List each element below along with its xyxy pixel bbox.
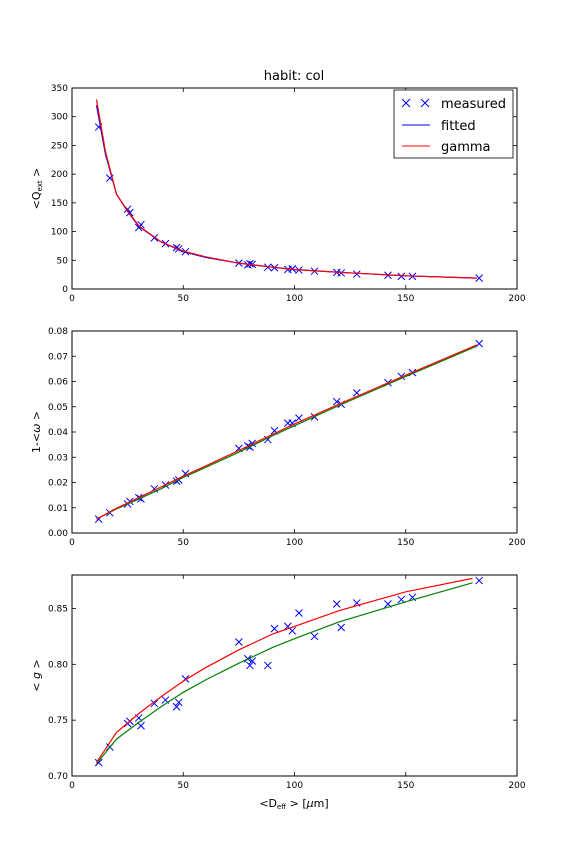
- g-measured-point: [150, 699, 159, 708]
- legend-marker-x-1: [401, 98, 411, 108]
- g-measured-point: [172, 702, 181, 711]
- legend-entry-gamma: gamma: [402, 140, 491, 155]
- omega-y-tick-label: 0.01: [48, 504, 68, 514]
- g-y-tick-label: 0.80: [48, 660, 68, 670]
- qext-gamma-line: [95, 99, 477, 279]
- g-measured-point: [235, 638, 243, 646]
- omega-y-axis-label: 1-<ω >: [30, 411, 43, 453]
- g-x-tick-label: 50: [178, 781, 190, 791]
- legend-entry-fitted: fitted: [402, 119, 476, 134]
- g-y-axis-label: < g >: [30, 659, 43, 691]
- panel-g: 0 50 100 150 200 0.70 0.75 0.80 0.85 < g >: [30, 574, 526, 791]
- omega-measured-point: [270, 426, 279, 435]
- qext-y-tick-label: 250: [51, 141, 68, 151]
- qext-measured-point: [246, 259, 254, 268]
- qext-y-tick-label: 150: [51, 199, 68, 209]
- omega-y-tick-label: 0.00: [48, 529, 68, 539]
- qext-y-tick-label: 50: [57, 256, 69, 266]
- g-x-tick-label: 100: [286, 781, 303, 791]
- omega-fitted-line: [96, 345, 478, 520]
- g-measured-point: [263, 661, 272, 670]
- g-measured-point: [295, 609, 303, 617]
- g-y-tick-label: 0.75: [48, 716, 68, 726]
- legend-label-measured: measured: [441, 97, 506, 112]
- qext-x-tick-label: 0: [69, 294, 75, 304]
- x-axis-label: <Deff > [μm]: [259, 797, 328, 811]
- omega-y-tick-label: 0.07: [48, 352, 68, 362]
- g-y-tick-label: 0.85: [48, 605, 68, 615]
- omega-x-tick-label: 0: [69, 538, 75, 548]
- g-fitted-line: [96, 582, 473, 765]
- legend-label-gamma: gamma: [441, 140, 491, 155]
- panel-qext: 0 50 100 150 200 0 50 100 150 200 250 300 350 <Qext >: [30, 84, 526, 304]
- qext-y-tick-label: 0: [62, 285, 68, 295]
- panel-omega: 0 50 100 150 200 0.00 0.01 0.02 0.03 0.04 0.05 0.06…: [30, 327, 526, 548]
- omega-y-tick-label: 0.06: [48, 378, 68, 388]
- qext-x-tick-label: 150: [397, 294, 414, 304]
- qext-x-tick-label: 200: [508, 294, 525, 304]
- omega-y-tick-label: 0.05: [48, 403, 68, 413]
- g-measured-point: [246, 661, 254, 670]
- g-measured-point: [332, 600, 341, 608]
- figure-title: habit: col: [264, 69, 324, 84]
- g-y-tick-label: 0.70: [48, 772, 68, 782]
- g-x-tick-label: 0: [69, 781, 75, 791]
- qext-measured-point: [397, 272, 406, 281]
- legend-label-fitted: fitted: [441, 119, 476, 134]
- g-measured-point: [94, 758, 103, 767]
- omega-x-tick-label: 50: [178, 538, 190, 548]
- qext-y-tick-label: 350: [51, 84, 68, 94]
- omega-x-tick-label: 200: [508, 538, 525, 548]
- g-measured-point: [137, 721, 145, 730]
- legend: measured fitted gamma: [393, 89, 514, 159]
- g-gamma-line: [95, 577, 473, 763]
- g-x-tick-label: 150: [397, 781, 414, 791]
- omega-gamma-line: [96, 344, 478, 520]
- omega-y-tick-label: 0.03: [48, 453, 68, 463]
- omega-measured-point: [475, 339, 484, 348]
- qext-x-tick-label: 100: [286, 294, 303, 304]
- omega-y-tick-label: 0.02: [48, 479, 68, 489]
- qext-y-tick-label: 300: [51, 113, 68, 123]
- qext-y-tick-label: 100: [51, 228, 68, 238]
- g-measured-point: [270, 624, 279, 633]
- legend-entry-measured: measured: [401, 97, 506, 112]
- omega-y-tick-label: 0.04: [48, 428, 68, 438]
- omega-x-tick-label: 100: [286, 538, 303, 548]
- omega-x-tick-label: 150: [397, 538, 414, 548]
- qext-x-tick-label: 50: [178, 294, 190, 304]
- legend-marker-x-2: [420, 98, 430, 108]
- g-measured-point: [337, 623, 346, 632]
- g-measured-point: [174, 698, 183, 707]
- qext-y-tick-label: 200: [51, 170, 68, 180]
- qext-measured-point: [352, 270, 361, 278]
- qext-measured-point: [475, 274, 484, 282]
- g-measured-point: [475, 576, 484, 585]
- omega-y-tick-label: 0.08: [48, 327, 68, 337]
- legend-box: [393, 89, 514, 159]
- g-measured-point: [310, 632, 319, 641]
- qext-y-axis-label: <Qext >: [30, 168, 44, 210]
- g-x-tick-label: 200: [508, 781, 525, 791]
